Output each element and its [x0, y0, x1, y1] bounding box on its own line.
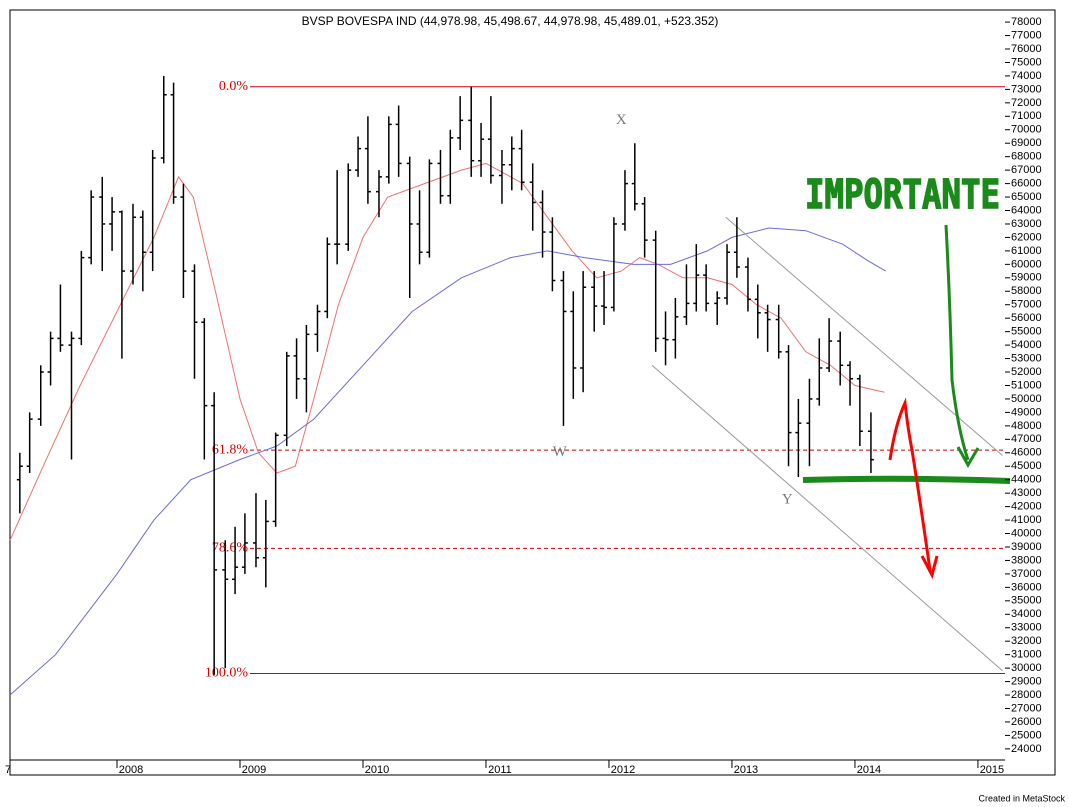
x-tick-label: 2012: [611, 764, 635, 776]
y-tick-label: 60000: [1011, 258, 1042, 270]
y-tick-label: 25000: [1011, 729, 1042, 741]
green-arrow: [944, 224, 980, 469]
y-tick-label: 45000: [1011, 460, 1042, 472]
x-tick-label: 2009: [242, 764, 266, 776]
y-tick-label: 29000: [1011, 675, 1042, 687]
y-tick-label: 46000: [1011, 447, 1042, 459]
y-tick-label: 43000: [1011, 487, 1042, 499]
y-tick-label: 47000: [1011, 433, 1042, 445]
y-tick-label: 52000: [1011, 366, 1042, 378]
y-tick-label: 35000: [1011, 595, 1042, 607]
y-tick-label: 67000: [1011, 164, 1042, 176]
y-tick-label: 38000: [1011, 554, 1042, 566]
y-tick-label: 77000: [1011, 29, 1042, 41]
wave-label: X: [616, 112, 627, 128]
x-tick-label: 2014: [857, 764, 881, 776]
y-tick-label: 50000: [1011, 393, 1042, 405]
chart-title: BVSP BOVESPA IND (44,978.98, 45,498.67, …: [302, 14, 719, 28]
y-tick-label: 58000: [1011, 285, 1042, 297]
x-tick-label: 2013: [734, 764, 758, 776]
y-tick-label: 26000: [1011, 716, 1042, 728]
y-tick-label: 62000: [1011, 231, 1042, 243]
fib-label: 78.6%: [212, 541, 249, 556]
y-tick-label: 70000: [1011, 124, 1042, 136]
y-tick-label: 61000: [1011, 245, 1042, 257]
x-tick-label: 7: [5, 764, 11, 776]
x-tick-label: 2011: [488, 764, 512, 776]
y-tick-label: 64000: [1011, 204, 1042, 216]
y-tick-label: 33000: [1011, 622, 1042, 634]
moving-average: [9, 162, 885, 541]
y-tick-label: 37000: [1011, 568, 1042, 580]
y-tick-label: 44000: [1011, 474, 1042, 486]
y-tick-label: 42000: [1011, 501, 1042, 513]
y-tick-label: 40000: [1011, 527, 1042, 539]
trendline: [651, 364, 1003, 672]
wave-label: Y: [782, 491, 793, 507]
y-tick-label: 49000: [1011, 406, 1042, 418]
y-tick-label: 68000: [1011, 151, 1042, 163]
x-tick-label: 2015: [980, 764, 1004, 776]
y-tick-label: 32000: [1011, 635, 1042, 647]
y-tick-label: 73000: [1011, 83, 1042, 95]
y-tick-label: 51000: [1011, 379, 1042, 391]
y-tick-label: 30000: [1011, 662, 1042, 674]
y-tick-label: 24000: [1011, 743, 1042, 755]
y-tick-label: 59000: [1011, 272, 1042, 284]
y-tick-label: 36000: [1011, 581, 1042, 593]
y-tick-label: 71000: [1011, 110, 1042, 122]
y-tick-label: 31000: [1011, 649, 1042, 661]
footer: Created in MetaStock: [978, 793, 1065, 803]
note: IMPORTANTE: [805, 172, 1000, 218]
moving-average: [9, 227, 886, 696]
y-tick-label: 41000: [1011, 514, 1042, 526]
y-tick-label: 53000: [1011, 352, 1042, 364]
y-tick-label: 54000: [1011, 339, 1042, 351]
y-tick-label: 72000: [1011, 97, 1042, 109]
y-tick-label: 78000: [1011, 16, 1042, 28]
wave-label: W: [553, 444, 568, 460]
support-line: [802, 475, 1011, 484]
x-tick-label: 2010: [365, 764, 389, 776]
y-tick-label: 63000: [1011, 218, 1042, 230]
y-tick-label: 65000: [1011, 191, 1042, 203]
y-tick-label: 28000: [1011, 689, 1042, 701]
y-tick-label: 39000: [1011, 541, 1042, 553]
x-tick-label: 2008: [119, 764, 143, 776]
y-tick-label: 48000: [1011, 420, 1042, 432]
y-tick-label: 74000: [1011, 70, 1042, 82]
red-arrow: [888, 397, 939, 580]
y-tick-label: 27000: [1011, 702, 1042, 714]
y-tick-label: 34000: [1011, 608, 1042, 620]
y-tick-label: 69000: [1011, 137, 1042, 149]
plot-frame: [9, 9, 1056, 776]
fib-label: 0.0%: [219, 79, 249, 94]
y-tick-label: 66000: [1011, 178, 1042, 190]
y-tick-label: 56000: [1011, 312, 1042, 324]
y-tick-label: 57000: [1011, 299, 1042, 311]
y-tick-label: 76000: [1011, 43, 1042, 55]
fib-label: 100.0%: [205, 666, 249, 681]
fib-label: 61.8%: [212, 442, 249, 457]
y-tick-label: 75000: [1011, 56, 1042, 68]
y-tick-label: 55000: [1011, 326, 1042, 338]
